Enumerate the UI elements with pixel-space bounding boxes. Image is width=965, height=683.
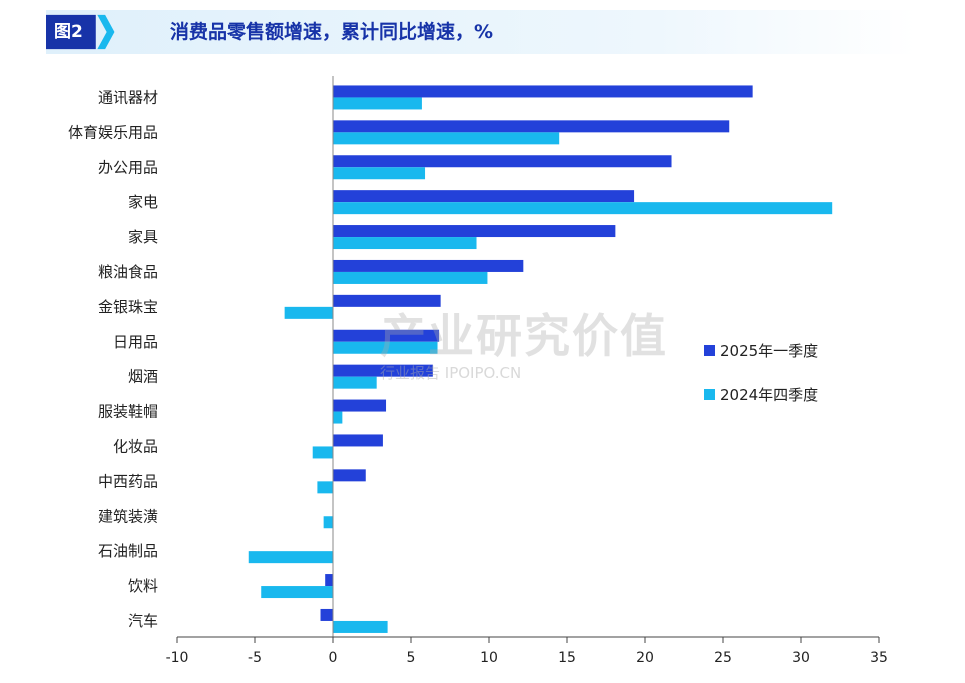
category-label-1: 体育娱乐用品 [68,123,158,141]
bar-q4-2024-11 [317,481,333,494]
x-tick-label-5: 15 [558,650,576,666]
bar-q4-2024-4 [333,237,477,250]
bar-q1-2025-10 [333,434,383,447]
badge-chevron-icon [97,14,115,50]
bar-q1-2025-2 [333,155,672,168]
category-label-8: 烟酒 [128,368,158,386]
axes-layer [176,76,880,643]
bar-q4-2024-15 [333,620,388,633]
x-tick-label-9: 35 [870,650,888,666]
legend-item-q1-2025: 2025年一季度 [704,340,818,360]
bar-q1-2025-3 [333,190,635,203]
category-label-4: 家具 [128,228,158,246]
bar-q4-2024-13 [248,551,333,564]
bar-q1-2025-0 [333,85,753,98]
bar-q4-2024-12 [323,516,333,529]
bar-q4-2024-14 [261,586,333,599]
chart-title: 消费品零售额增速，累计同比增速，% [170,21,494,43]
bar-q1-2025-1 [333,120,730,133]
legend-swatch-q1-2025 [704,344,715,356]
x-tick-label-0: -10 [166,650,189,666]
x-tick-label-3: 5 [407,650,416,666]
category-label-3: 家电 [128,193,158,211]
legend-label-q1-2025: 2025年一季度 [720,341,819,360]
category-label-15: 汽车 [128,612,158,630]
figure-header: 图2 消费品零售额增速，累计同比增速，% [46,10,916,54]
x-tick-label-4: 10 [480,650,498,666]
labels-layer: 通讯器材体育娱乐用品办公用品家电家具粮油食品金银珠宝日用品烟酒服装鞋帽化妆品中西… [68,88,888,666]
bar-q1-2025-14 [325,574,333,587]
badge-shape [46,14,96,50]
bar-q4-2024-1 [333,132,560,145]
category-label-7: 日用品 [113,333,158,351]
category-label-11: 中西药品 [98,472,158,490]
category-label-10: 化妆品 [113,437,158,455]
bar-q4-2024-8 [333,376,377,389]
x-tick-label-6: 20 [636,650,654,666]
x-tick-label-1: -5 [248,650,262,666]
category-label-0: 通讯器材 [98,88,158,106]
x-tick-label-8: 30 [792,650,810,666]
bar-q4-2024-9 [333,411,343,424]
bar-q4-2024-3 [333,202,833,215]
category-label-12: 建筑装潢 [98,507,158,525]
category-label-2: 办公用品 [98,158,158,176]
legend-item-q4-2024: 2024年四季度 [704,384,818,404]
bar-q1-2025-9 [333,399,387,412]
legend-label-q4-2024: 2024年四季度 [720,385,819,404]
category-label-5: 粮油食品 [98,263,158,281]
bar-q1-2025-8 [333,364,433,377]
bar-q4-2024-0 [333,97,422,110]
figure-label: 图2 [54,22,83,42]
category-label-9: 服装鞋帽 [98,403,158,421]
figure-badge [46,14,115,50]
category-label-14: 饮料 [128,577,158,595]
legend-swatch-q4-2024 [704,388,715,400]
bar-q4-2024-6 [284,306,333,319]
bars-layer [248,85,833,633]
bar-q1-2025-11 [333,469,366,482]
bar-q4-2024-5 [333,271,488,284]
bar-q1-2025-15 [320,608,333,621]
bar-q1-2025-6 [333,294,441,307]
bar-q1-2025-5 [333,259,524,272]
category-label-13: 石油制品 [98,542,158,560]
x-tick-label-7: 25 [714,650,732,666]
x-tick-label-2: 0 [329,650,338,666]
category-label-6: 金银珠宝 [98,298,158,316]
bar-q4-2024-7 [333,341,438,354]
bar-q1-2025-7 [333,329,440,342]
bar-q1-2025-4 [333,225,616,238]
bar-q4-2024-2 [333,167,426,180]
bar-q4-2024-10 [312,446,333,459]
